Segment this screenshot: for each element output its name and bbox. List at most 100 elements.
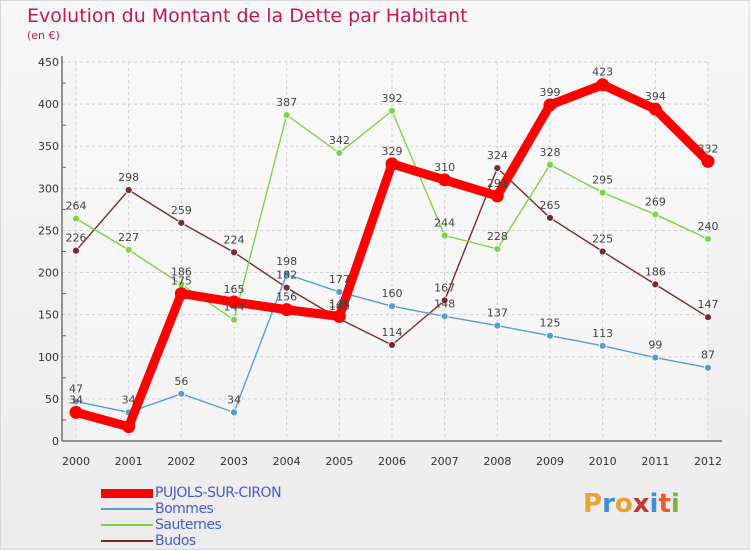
data-label: 198 xyxy=(276,255,297,268)
data-label: 264 xyxy=(66,200,87,213)
data-label: 177 xyxy=(329,273,350,286)
y-tick-label: 300 xyxy=(38,182,59,195)
legend-label: PUJOLS-SUR-CIRON xyxy=(155,485,282,501)
logo-letter: t xyxy=(658,489,671,519)
data-point xyxy=(493,321,502,330)
data-label: 175 xyxy=(171,275,192,288)
data-point xyxy=(282,270,291,279)
data-label: 324 xyxy=(487,149,508,162)
y-tick-label: 400 xyxy=(38,98,59,111)
data-label: 47 xyxy=(69,382,83,395)
data-point xyxy=(546,213,554,222)
data-point xyxy=(546,331,554,340)
x-tick-label: 2008 xyxy=(483,455,511,468)
data-label: 114 xyxy=(382,326,403,339)
x-tick-label: 2001 xyxy=(115,455,143,468)
data-label: 423 xyxy=(592,66,613,79)
data-point xyxy=(388,341,396,349)
logo-letter: x xyxy=(632,489,650,519)
data-point xyxy=(651,210,660,219)
data-point xyxy=(388,302,396,311)
data-point xyxy=(490,189,504,203)
data-label: 186 xyxy=(645,265,666,278)
data-point xyxy=(282,283,291,292)
proxiti-logo: Proxiti xyxy=(583,489,680,519)
data-point xyxy=(72,246,80,255)
legend-label: Bommes xyxy=(155,501,214,517)
data-label: 298 xyxy=(118,171,139,184)
data-label: 167 xyxy=(434,281,455,294)
data-point xyxy=(388,106,396,115)
data-point xyxy=(704,363,712,372)
x-tick-label: 2000 xyxy=(62,455,90,468)
data-point xyxy=(280,303,294,317)
logo-letter: i xyxy=(670,489,680,519)
data-point xyxy=(124,186,133,194)
data-label: 342 xyxy=(329,134,350,147)
data-label: 225 xyxy=(592,233,613,246)
chart-subtitle: (en €) xyxy=(27,29,60,42)
data-point xyxy=(651,353,660,362)
data-label: 240 xyxy=(698,220,719,233)
legend-swatch xyxy=(101,524,153,526)
data-label: 226 xyxy=(66,232,87,245)
data-point xyxy=(701,154,715,168)
data-label: 332 xyxy=(698,142,719,155)
data-label: 269 xyxy=(645,195,666,208)
data-point xyxy=(124,245,133,254)
x-tick-label: 2006 xyxy=(378,455,406,468)
y-tick-label: 350 xyxy=(38,140,59,153)
data-point xyxy=(230,248,238,257)
x-tick-label: 2010 xyxy=(589,455,617,468)
data-label: 34 xyxy=(227,393,241,406)
data-label: 295 xyxy=(592,174,613,187)
data-point xyxy=(282,111,291,119)
data-label: 160 xyxy=(382,287,403,300)
y-tick-label: 50 xyxy=(45,393,59,406)
x-tick-label: 2009 xyxy=(536,455,564,468)
logo-letter: r xyxy=(602,489,615,519)
x-tick-label: 2002 xyxy=(167,455,195,468)
data-label: 244 xyxy=(434,216,455,229)
data-point xyxy=(598,247,607,256)
data-point xyxy=(543,98,557,112)
data-point xyxy=(72,214,80,223)
legend-label: Budos xyxy=(155,533,196,549)
legend-label: Sauternes xyxy=(155,517,222,533)
legend-swatch xyxy=(101,489,153,498)
data-label: 329 xyxy=(382,145,403,158)
y-tick-label: 150 xyxy=(38,309,59,322)
data-label: 145 xyxy=(329,300,350,313)
data-point xyxy=(704,313,712,322)
data-label: 147 xyxy=(698,298,719,311)
data-point xyxy=(122,420,136,434)
data-point xyxy=(230,408,238,417)
y-tick-label: 0 xyxy=(52,435,59,448)
data-label: 165 xyxy=(224,283,245,296)
chart-title: Evolution du Montant de la Dette par Hab… xyxy=(27,5,468,27)
data-label: 399 xyxy=(540,86,561,99)
data-label: 186 xyxy=(171,265,192,278)
data-label: 144 xyxy=(224,301,245,314)
x-tick-label: 2005 xyxy=(325,455,353,468)
data-label: 148 xyxy=(329,297,350,310)
data-label: 259 xyxy=(171,204,192,217)
logo-letter: i xyxy=(649,489,659,519)
y-tick-label: 250 xyxy=(38,224,59,237)
data-point xyxy=(493,164,502,173)
line-chart: 0 50 100 150 200 250 300 350 400 450 2000 2001 2002 2… xyxy=(38,56,722,468)
data-point xyxy=(440,231,449,240)
data-label: 99 xyxy=(648,339,662,352)
data-label: 328 xyxy=(540,146,561,159)
data-point xyxy=(335,288,344,296)
data-point xyxy=(440,312,449,321)
data-label: 228 xyxy=(487,230,508,243)
data-point xyxy=(546,160,554,169)
data-point xyxy=(332,309,346,323)
data-point xyxy=(230,315,238,324)
y-tick-label: 450 xyxy=(38,56,59,69)
data-point xyxy=(598,188,607,197)
data-point xyxy=(596,78,610,92)
data-label: 394 xyxy=(645,90,666,103)
